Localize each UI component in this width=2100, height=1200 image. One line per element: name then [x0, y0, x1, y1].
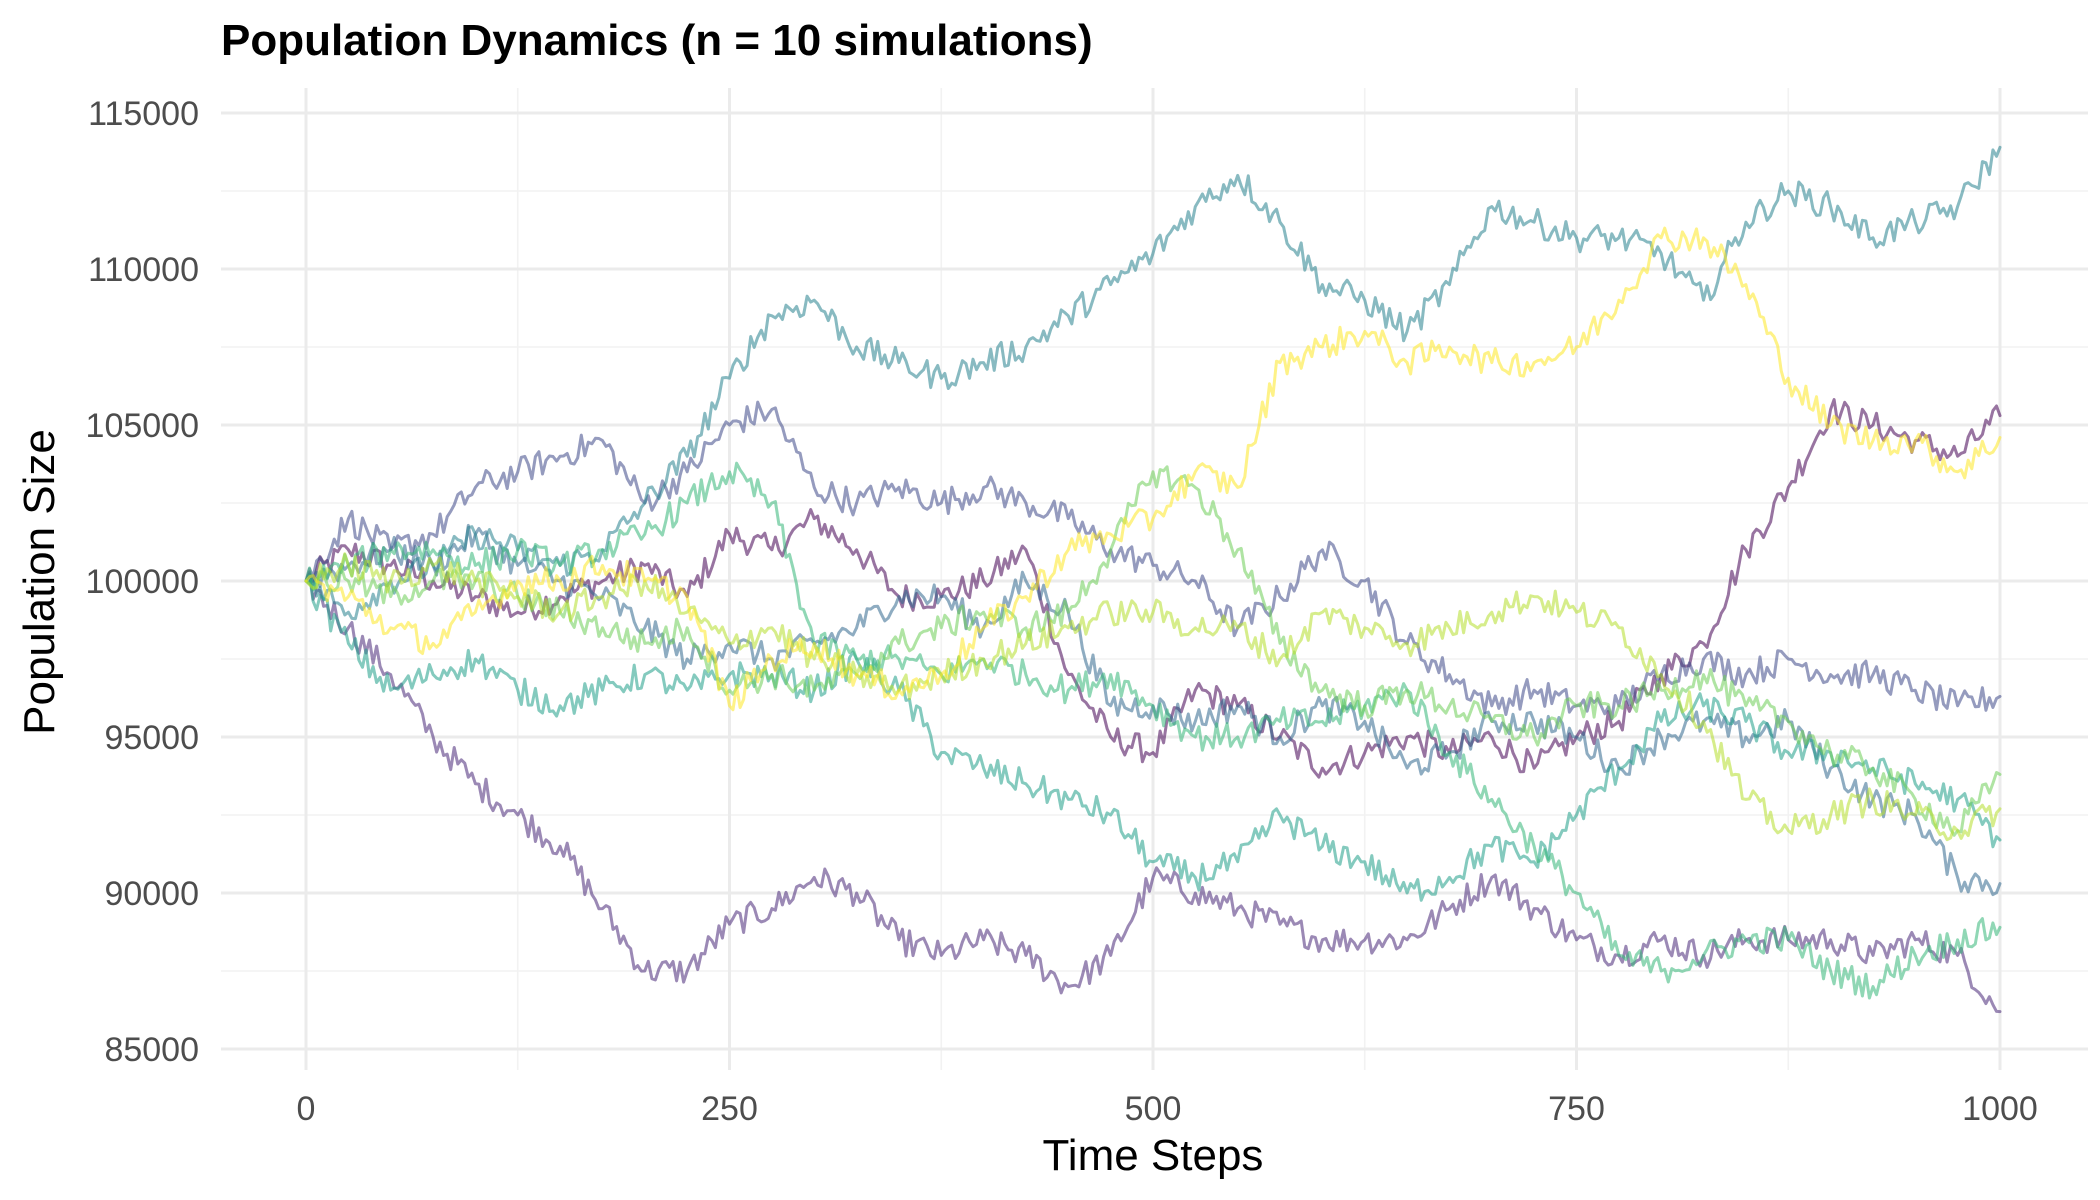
- y-tick-label: 100000: [86, 563, 199, 601]
- chart-title: Population Dynamics (n = 10 simulations): [221, 16, 1093, 65]
- x-tick-label: 500: [1125, 1090, 1182, 1128]
- x-tick-label: 1000: [1962, 1090, 2038, 1128]
- x-axis-ticks: 0 250 500 750 1000: [297, 1090, 2038, 1128]
- x-tick-label: 750: [1548, 1090, 1605, 1128]
- x-axis-title: Time Steps: [1043, 1131, 1264, 1180]
- series-line-7: [304, 461, 2002, 1000]
- series-line-3: [304, 400, 2002, 721]
- y-tick-label: 85000: [104, 1031, 199, 1069]
- y-axis-title: Population Size: [15, 429, 64, 735]
- series-line-6: [304, 573, 2002, 902]
- series-line-8: [304, 465, 2002, 837]
- x-tick-label: 250: [701, 1090, 758, 1128]
- series-line-9: [304, 552, 2002, 842]
- y-axis-ticks: 85000 90000 95000 100000 105000 110000 115000: [86, 95, 199, 1069]
- y-tick-label: 90000: [104, 875, 199, 913]
- y-tick-label: 105000: [86, 407, 199, 445]
- series-line-10: [304, 226, 2002, 712]
- y-tick-label: 115000: [88, 95, 199, 133]
- y-tick-label: 95000: [104, 719, 199, 757]
- x-tick-label: 0: [297, 1090, 316, 1128]
- series-line-1: [304, 398, 2002, 779]
- y-tick-label: 110000: [88, 251, 199, 289]
- plot-grid: [221, 88, 2088, 1070]
- series-layer: [304, 145, 2002, 1014]
- series-line-2: [304, 570, 2002, 1014]
